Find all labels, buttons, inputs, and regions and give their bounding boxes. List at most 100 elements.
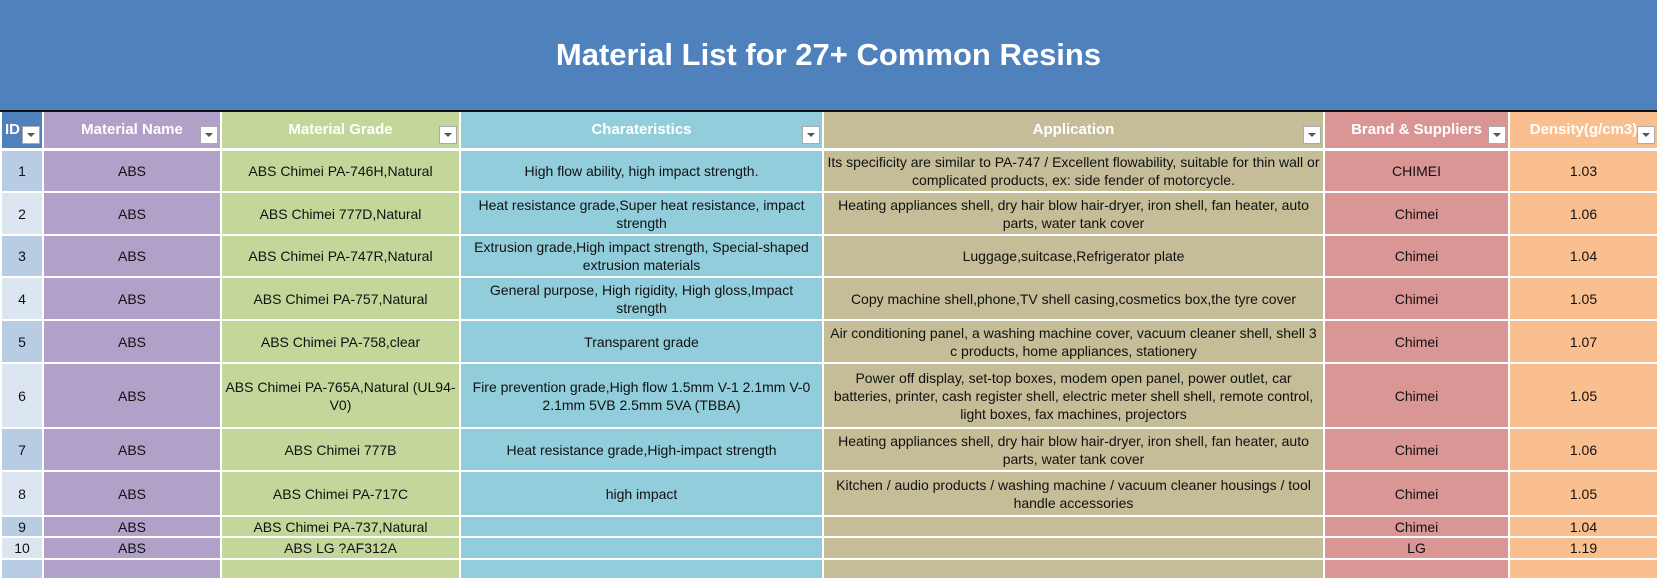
cell-characteristics[interactable]	[459, 516, 824, 538]
cell-material-name[interactable]: ABS	[42, 428, 222, 472]
cell-material-name[interactable]: ABS	[42, 192, 222, 236]
filter-dropdown-icon[interactable]	[439, 126, 457, 144]
table-body: 1 ABS ABS Chimei PA-746H,Natural High flow …	[0, 149, 1657, 580]
column-header-brand: Brand & Suppliers	[1323, 112, 1510, 151]
cell-id[interactable]: 3	[0, 235, 44, 278]
cell-density[interactable]: 1.03	[1508, 149, 1657, 193]
cell-material-grade[interactable]: ABS Chimei PA-746H,Natural	[220, 149, 461, 193]
column-header-material-grade: Material Grade	[220, 112, 461, 151]
cell-material-grade[interactable]: ABS Chimei PA-737,Natural	[220, 516, 461, 538]
cell-brand[interactable]: CHIMEI	[1323, 149, 1510, 193]
column-header-label: ID	[5, 120, 20, 138]
cell-material-grade[interactable]: ABS Chimei PA-765A,Natural (UL94-V0)	[220, 363, 461, 429]
cell-application[interactable]: Heating appliances shell, dry hair blow …	[822, 192, 1325, 236]
column-header-label: Material Name	[81, 120, 183, 138]
cell-application[interactable]	[822, 559, 1325, 580]
table-row: 5 ABS ABS Chimei PA-758,clear Transparent g…	[0, 320, 1657, 364]
cell-application[interactable]: Luggage,suitcase,Refrigerator plate	[822, 235, 1325, 278]
cell-density[interactable]: 1.05	[1508, 471, 1657, 517]
column-header-application: Application	[822, 112, 1325, 151]
cell-application[interactable]	[822, 516, 1325, 538]
cell-density[interactable]: 1.05	[1508, 277, 1657, 321]
cell-material-name[interactable]: ABS	[42, 471, 222, 517]
cell-brand[interactable]: Chimei	[1323, 363, 1510, 429]
filter-dropdown-icon[interactable]	[200, 126, 218, 144]
cell-application[interactable]: Kitchen / audio products / washing machi…	[822, 471, 1325, 517]
cell-brand[interactable]: Chimei	[1323, 277, 1510, 321]
header-row: ID Material Name Material Grade Charaterist…	[0, 112, 1657, 151]
cell-density[interactable]: 1.04	[1508, 516, 1657, 538]
cell-brand[interactable]: Chimei	[1323, 192, 1510, 236]
cell-characteristics[interactable]	[459, 537, 824, 560]
cell-characteristics[interactable]: Transparent grade	[459, 320, 824, 364]
cell-id[interactable]: 2	[0, 192, 44, 236]
cell-material-name[interactable]: ABS	[42, 537, 222, 560]
cell-characteristics[interactable]: General purpose, High rigidity, High glo…	[459, 277, 824, 321]
column-header-label: Application	[1032, 120, 1115, 138]
cell-material-name[interactable]: ABS	[42, 235, 222, 278]
cell-material-grade[interactable]: ABS Chimei PA-747R,Natural	[220, 235, 461, 278]
filter-dropdown-icon[interactable]	[22, 126, 40, 144]
cell-material-grade[interactable]: ABS LG ?AF312A	[220, 537, 461, 560]
cell-characteristics[interactable]	[459, 559, 824, 580]
table-row: 6 ABS ABS Chimei PA-765A,Natural (UL94-V0)…	[0, 363, 1657, 429]
filter-dropdown-icon[interactable]	[802, 126, 820, 144]
cell-characteristics[interactable]: High flow ability, high impact strength.	[459, 149, 824, 193]
cell-application[interactable]: Copy machine shell,phone,TV shell casing…	[822, 277, 1325, 321]
cell-material-grade[interactable]: ABS Chimei PA-717C	[220, 471, 461, 517]
cell-characteristics[interactable]: Heat resistance grade,Super heat resista…	[459, 192, 824, 236]
filter-dropdown-icon[interactable]	[1488, 126, 1506, 144]
cell-material-name[interactable]: ABS	[42, 149, 222, 193]
cell-id[interactable]: 10	[0, 537, 44, 560]
cell-id[interactable]: 5	[0, 320, 44, 364]
table-row: 1 ABS ABS Chimei PA-746H,Natural High flow …	[0, 149, 1657, 193]
table-row: 3 ABS ABS Chimei PA-747R,Natural Extrusion …	[0, 235, 1657, 278]
filter-dropdown-icon[interactable]	[1637, 126, 1655, 144]
cell-application[interactable]: Heating appliances shell, dry hair blow …	[822, 428, 1325, 472]
cell-density[interactable]: 1.06	[1508, 428, 1657, 472]
cell-characteristics[interactable]: Heat resistance grade,High-impact streng…	[459, 428, 824, 472]
cell-material-name[interactable]: ABS	[42, 363, 222, 429]
cell-material-name[interactable]: ABS	[42, 320, 222, 364]
table-row: 10 ABS ABS LG ?AF312A LG 1.19	[0, 537, 1657, 560]
cell-id[interactable]: 8	[0, 471, 44, 517]
cell-material-grade[interactable]: ABS Chimei PA-757,Natural	[220, 277, 461, 321]
table-row: 2 ABS ABS Chimei 777D,Natural Heat resistan…	[0, 192, 1657, 236]
cell-material-grade[interactable]	[220, 559, 461, 580]
cell-application[interactable]: Power off display, set-top boxes, modem …	[822, 363, 1325, 429]
filter-dropdown-icon[interactable]	[1303, 126, 1321, 144]
cell-density[interactable]: 1.07	[1508, 320, 1657, 364]
cell-characteristics[interactable]: Fire prevention grade,High flow 1.5mm V-…	[459, 363, 824, 429]
cell-density[interactable]: 1.19	[1508, 537, 1657, 560]
cell-brand[interactable]: Chimei	[1323, 320, 1510, 364]
cell-id[interactable]	[0, 559, 44, 580]
cell-density[interactable]	[1508, 559, 1657, 580]
cell-density[interactable]: 1.04	[1508, 235, 1657, 278]
cell-brand[interactable]: Chimei	[1323, 235, 1510, 278]
cell-material-grade[interactable]: ABS Chimei 777B	[220, 428, 461, 472]
cell-characteristics[interactable]: high impact	[459, 471, 824, 517]
cell-characteristics[interactable]: Extrusion grade,High impact strength, Sp…	[459, 235, 824, 278]
cell-density[interactable]: 1.06	[1508, 192, 1657, 236]
cell-id[interactable]: 1	[0, 149, 44, 193]
cell-material-name[interactable]	[42, 559, 222, 580]
cell-material-name[interactable]: ABS	[42, 516, 222, 538]
cell-id[interactable]: 4	[0, 277, 44, 321]
cell-material-grade[interactable]: ABS Chimei PA-758,clear	[220, 320, 461, 364]
cell-brand[interactable]: Chimei	[1323, 516, 1510, 538]
cell-application[interactable]: Air conditioning panel, a washing machin…	[822, 320, 1325, 364]
cell-brand[interactable]	[1323, 559, 1510, 580]
page-title: Material List for 27+ Common Resins	[0, 0, 1657, 112]
cell-id[interactable]: 6	[0, 363, 44, 429]
cell-density[interactable]: 1.05	[1508, 363, 1657, 429]
cell-application[interactable]	[822, 537, 1325, 560]
column-header-label: Material Grade	[288, 120, 393, 138]
cell-material-grade[interactable]: ABS Chimei 777D,Natural	[220, 192, 461, 236]
cell-brand[interactable]: Chimei	[1323, 471, 1510, 517]
cell-brand[interactable]: LG	[1323, 537, 1510, 560]
cell-application[interactable]: Its specificity are similar to PA-747 / …	[822, 149, 1325, 193]
cell-id[interactable]: 7	[0, 428, 44, 472]
cell-material-name[interactable]: ABS	[42, 277, 222, 321]
cell-brand[interactable]: Chimei	[1323, 428, 1510, 472]
cell-id[interactable]: 9	[0, 516, 44, 538]
